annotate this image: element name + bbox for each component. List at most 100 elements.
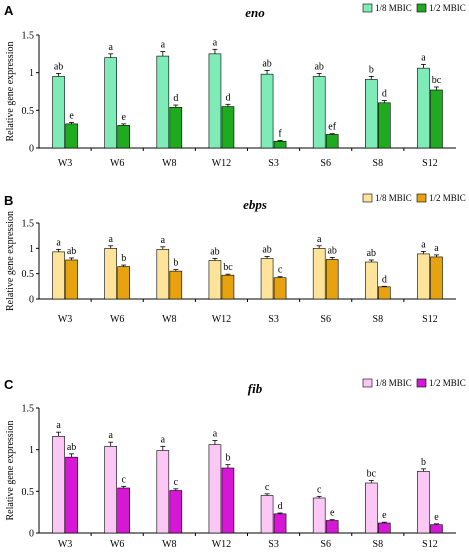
bar	[52, 251, 65, 300]
significance-label: a	[317, 234, 322, 245]
legend: 1/8 MBIC 1/2 MBIC	[362, 193, 466, 203]
significance-label: a	[213, 37, 218, 48]
significance-label: e	[69, 110, 74, 121]
bar	[417, 253, 430, 300]
significance-label: ab	[367, 248, 376, 259]
bar	[65, 456, 78, 534]
bar	[208, 53, 222, 149]
significance-label: a	[213, 429, 218, 440]
panel-letter: C	[4, 377, 14, 392]
bar	[378, 286, 391, 300]
significance-label: b	[225, 453, 230, 464]
legend-swatch	[416, 193, 427, 203]
significance-label: ef	[328, 122, 336, 133]
y-tick-label: 1	[29, 244, 34, 255]
significance-label: e	[330, 508, 335, 519]
category-label: W8	[162, 158, 176, 169]
bar	[117, 487, 130, 534]
significance-label: a	[108, 42, 113, 53]
bar	[260, 258, 274, 300]
significance-label: a	[108, 430, 113, 441]
category-label: S8	[373, 314, 384, 325]
significance-label: c	[317, 484, 322, 495]
significance-label: bc	[367, 469, 377, 480]
category-label: S6	[320, 158, 331, 169]
y-tick-label: 0.5	[22, 106, 35, 117]
bar	[117, 266, 130, 300]
y-axis-label: Relative gene expression	[5, 211, 16, 311]
chart-title: fib	[248, 381, 263, 396]
significance-label: c	[265, 482, 270, 493]
significance-label: c	[174, 477, 179, 488]
legend-swatch	[362, 378, 373, 388]
significance-label: ab	[262, 58, 271, 69]
bar	[312, 76, 326, 149]
y-tick-label: 0	[29, 295, 34, 306]
legend-swatch	[362, 3, 373, 13]
significance-label: d	[173, 93, 178, 104]
bar	[169, 490, 183, 534]
significance-label: f	[278, 128, 282, 139]
significance-label: a	[161, 235, 166, 246]
bar	[221, 106, 235, 149]
bar	[417, 471, 430, 534]
bar	[273, 513, 287, 534]
chart-title: eno	[245, 5, 265, 20]
significance-label: e	[121, 112, 126, 123]
legend-label: 1/8 MBIC	[375, 193, 412, 203]
significance-label: a	[108, 234, 113, 245]
bar	[312, 248, 326, 300]
significance-label: a	[56, 420, 61, 431]
category-label: W3	[58, 314, 72, 325]
y-tick-label: 0.5	[22, 269, 35, 280]
y-tick-label: 1.5	[22, 219, 35, 230]
significance-label: ab	[262, 244, 271, 255]
significance-label: ab	[210, 246, 219, 257]
y-tick-label: 0.5	[22, 487, 35, 498]
y-tick-label: 1	[29, 68, 34, 79]
bar	[169, 270, 183, 300]
y-tick-label: 1	[29, 445, 34, 456]
significance-label: d	[225, 92, 230, 103]
bar	[430, 256, 443, 300]
bar	[273, 277, 287, 300]
significance-label: e	[382, 510, 387, 521]
bar	[169, 107, 183, 149]
y-tick-label: 1.5	[22, 31, 35, 42]
chart-title: ebps	[243, 197, 267, 212]
category-label: W12	[212, 158, 231, 169]
significance-label: e	[434, 512, 439, 523]
legend: 1/8 MBIC 1/2 MBIC	[362, 3, 466, 13]
legend-label: 1/8 MBIC	[375, 378, 412, 388]
legend-swatch	[362, 193, 373, 203]
category-label: S3	[268, 158, 279, 169]
category-label: S12	[422, 314, 438, 325]
significance-label: ab	[54, 61, 63, 72]
significance-label: b	[369, 64, 374, 75]
category-label: S8	[373, 539, 384, 550]
category-label: S6	[320, 539, 331, 550]
category-label: S6	[320, 314, 331, 325]
bar	[365, 261, 378, 300]
category-label: W12	[212, 314, 231, 325]
bar	[208, 444, 222, 534]
category-label: W8	[162, 314, 176, 325]
significance-label: a	[161, 434, 166, 445]
bar	[378, 522, 391, 534]
significance-label: c	[278, 265, 283, 276]
legend-label: 1/8 MBIC	[375, 3, 412, 13]
significance-label: d	[278, 501, 283, 512]
bar	[417, 67, 430, 149]
bar	[156, 249, 170, 300]
bar	[325, 134, 339, 149]
bar	[208, 260, 222, 300]
category-label: W6	[110, 314, 124, 325]
category-label: S3	[268, 539, 279, 550]
bar	[221, 467, 235, 534]
panel-letter: A	[4, 3, 14, 18]
legend: 1/8 MBIC 1/2 MBIC	[362, 378, 466, 388]
bar	[260, 73, 274, 149]
